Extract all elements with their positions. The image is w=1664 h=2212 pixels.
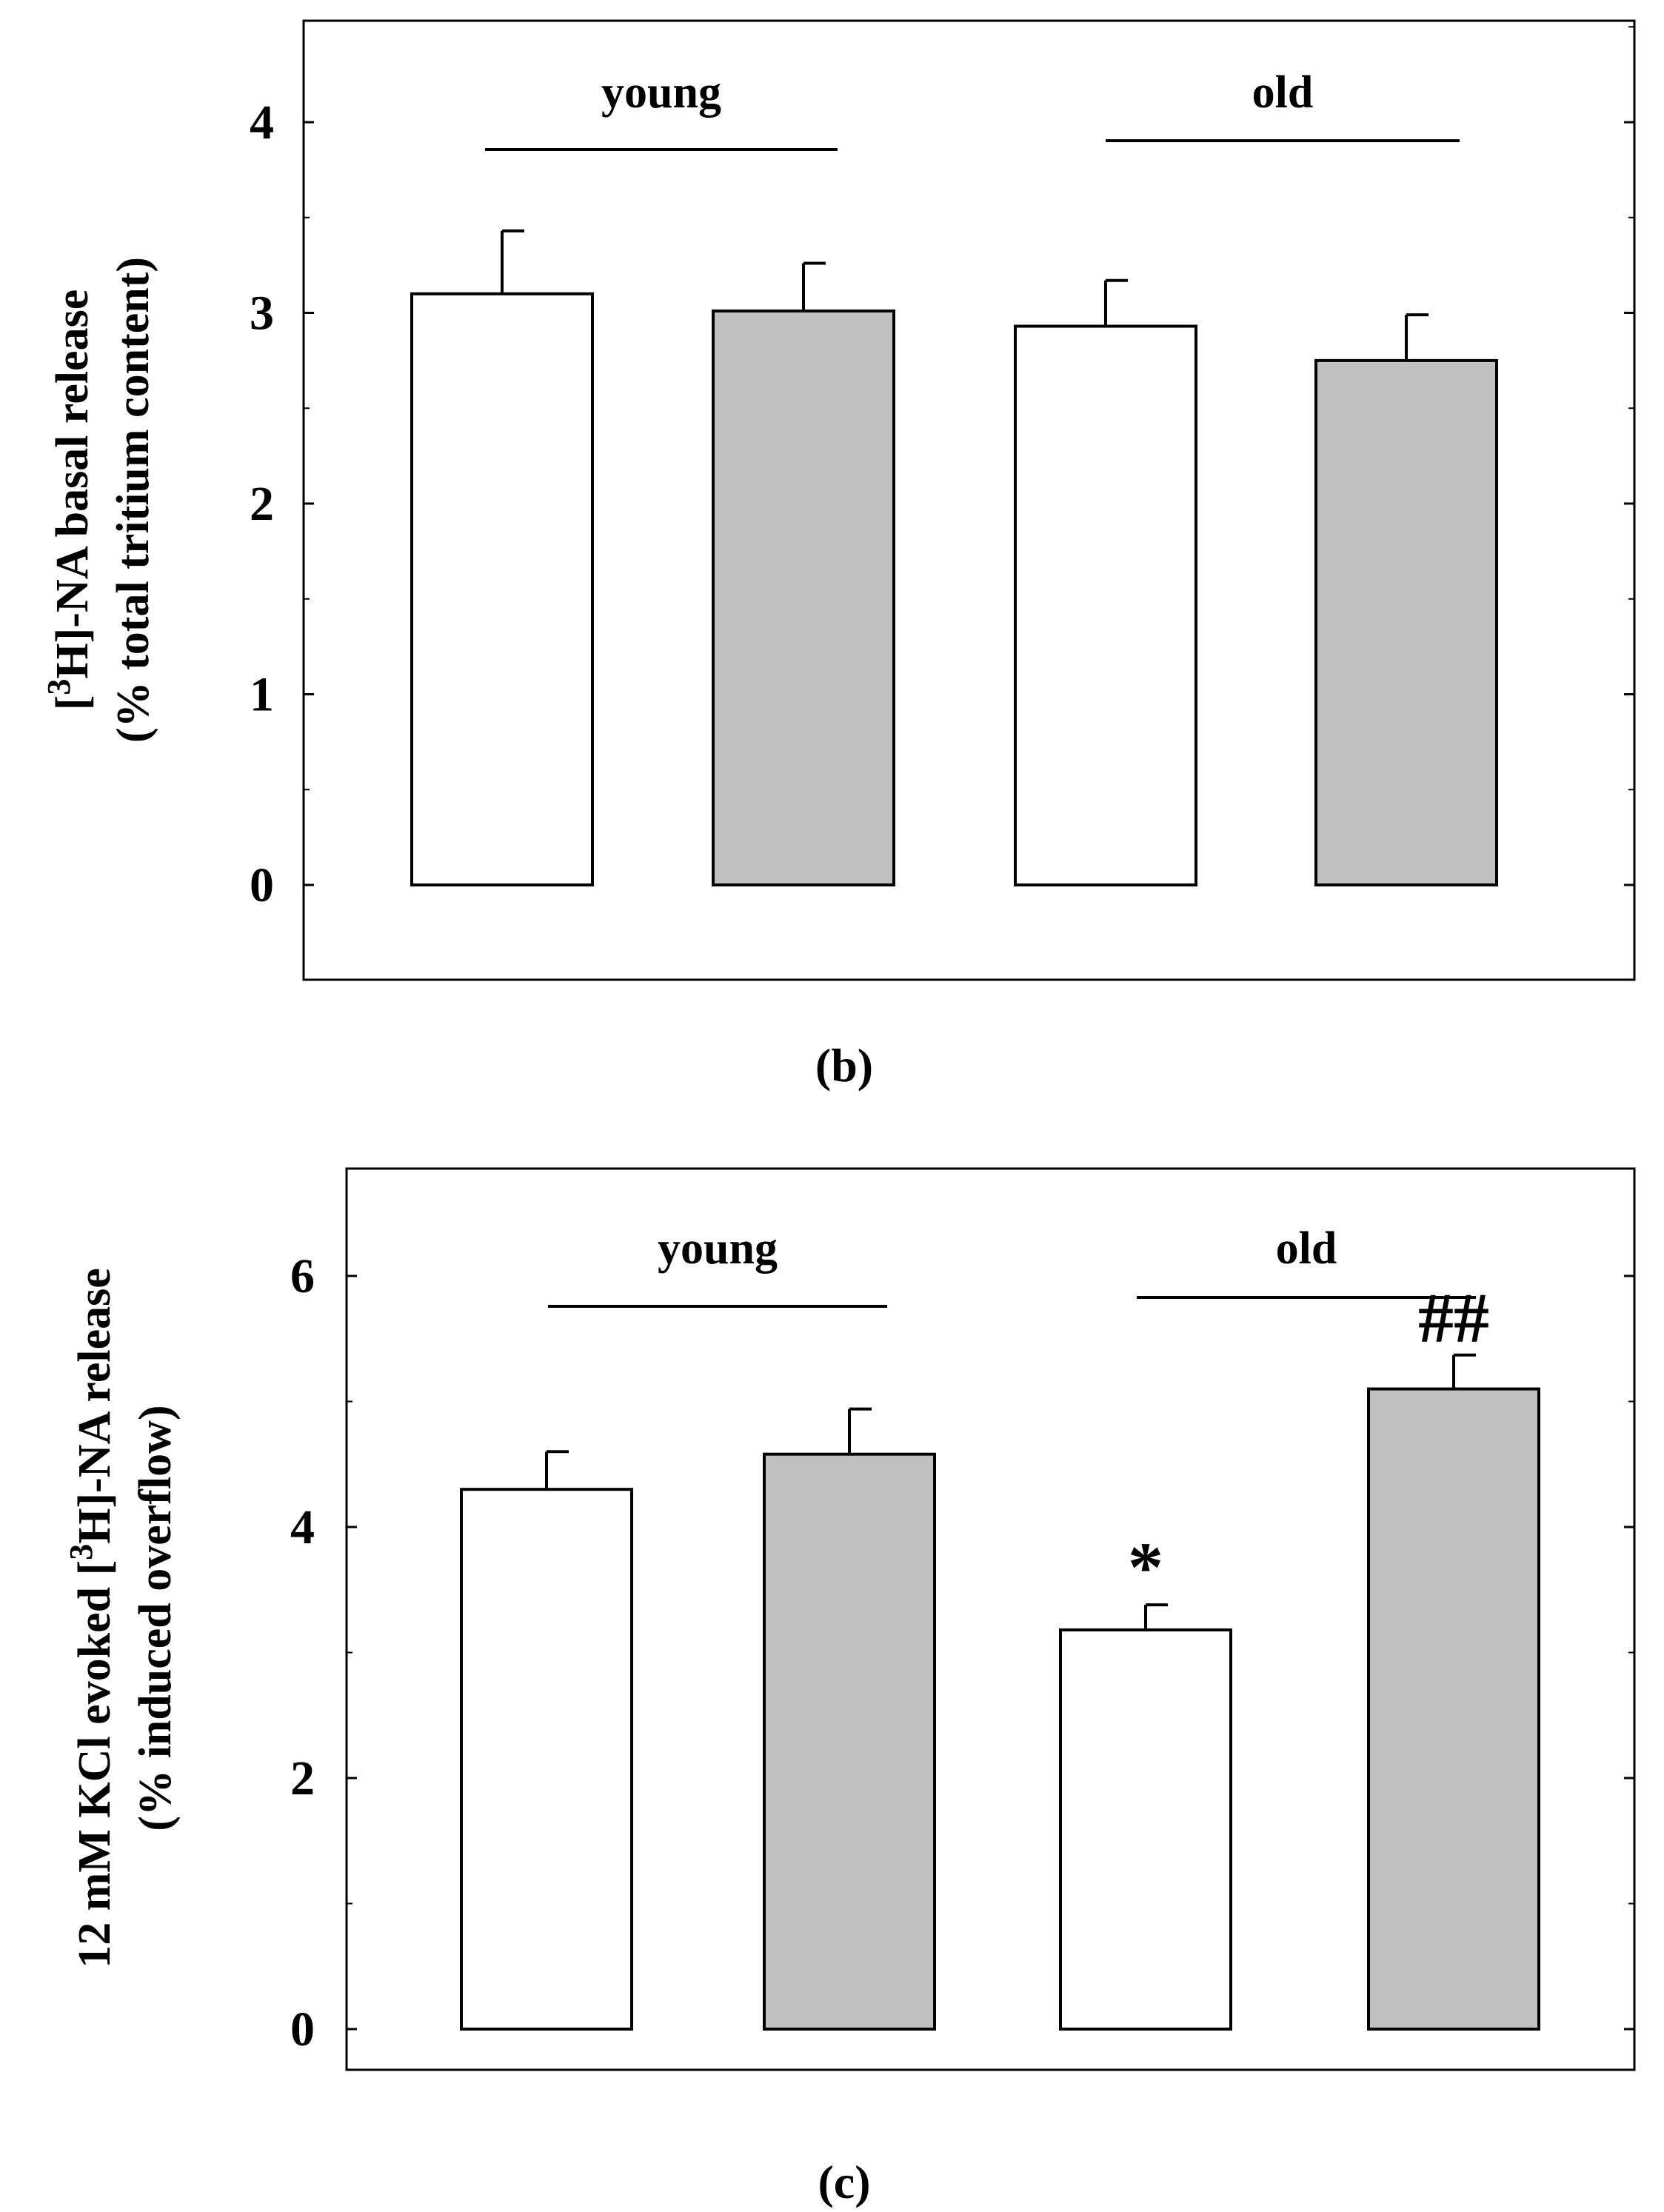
y-axis-title-line2: (% induced overflow) <box>130 1405 181 1831</box>
y-tick-label: 0 <box>290 2002 315 2056</box>
y-tick-label: 6 <box>290 1249 315 1303</box>
y-axis-title-prefix: [ <box>47 695 98 711</box>
y-tick-label: 2 <box>250 477 274 531</box>
y-tick-label: 4 <box>290 1500 315 1554</box>
y-axis-title-superscript: 3 <box>63 1544 99 1560</box>
significance-hash: ## <box>1418 1278 1489 1357</box>
plot-frame <box>302 19 1636 981</box>
panel-label: (b) <box>815 1039 873 1092</box>
bar <box>410 292 594 886</box>
bar <box>1059 1628 1232 2031</box>
bar <box>1314 358 1498 886</box>
bar <box>460 1488 633 2031</box>
group-label: young <box>601 67 721 118</box>
y-tick-label: 2 <box>290 1751 315 1805</box>
group-label: old <box>1276 1223 1337 1274</box>
group-label: young <box>658 1223 778 1274</box>
y-axis-title-line2: (% total tritium content) <box>108 257 158 743</box>
y-axis-title-line1: [3H]-NA basal release <box>41 290 98 710</box>
bar <box>763 1452 936 2031</box>
panel-label: (c) <box>818 2156 870 2208</box>
y-axis-title-prefix: 12 mM KCl evoked [ <box>70 1560 120 1968</box>
plot-frame <box>345 1167 1636 2071</box>
group-label: old <box>1252 67 1314 118</box>
chart-panel-c: 0 2 4 6 * ## young old 12 mM KCl evoked [3H]-NA … <box>63 1167 1636 2208</box>
y-tick-label: 1 <box>250 668 274 722</box>
bar <box>1014 324 1197 886</box>
y-tick-label: 4 <box>250 96 274 150</box>
bar <box>1367 1387 1540 2031</box>
y-axis-title-suffix: H]-NA release <box>70 1268 120 1543</box>
y-tick-label: 3 <box>250 287 274 341</box>
y-axis-title-suffix: H]-NA basal release <box>47 290 98 679</box>
bar <box>712 309 895 886</box>
y-tick-label: 0 <box>250 858 274 912</box>
y-axis-title-line1: 12 mM KCl evoked [3H]-NA release <box>63 1268 121 1968</box>
y-axis-title-superscript: 3 <box>41 679 77 695</box>
significance-asterisk: * <box>1128 1528 1163 1607</box>
